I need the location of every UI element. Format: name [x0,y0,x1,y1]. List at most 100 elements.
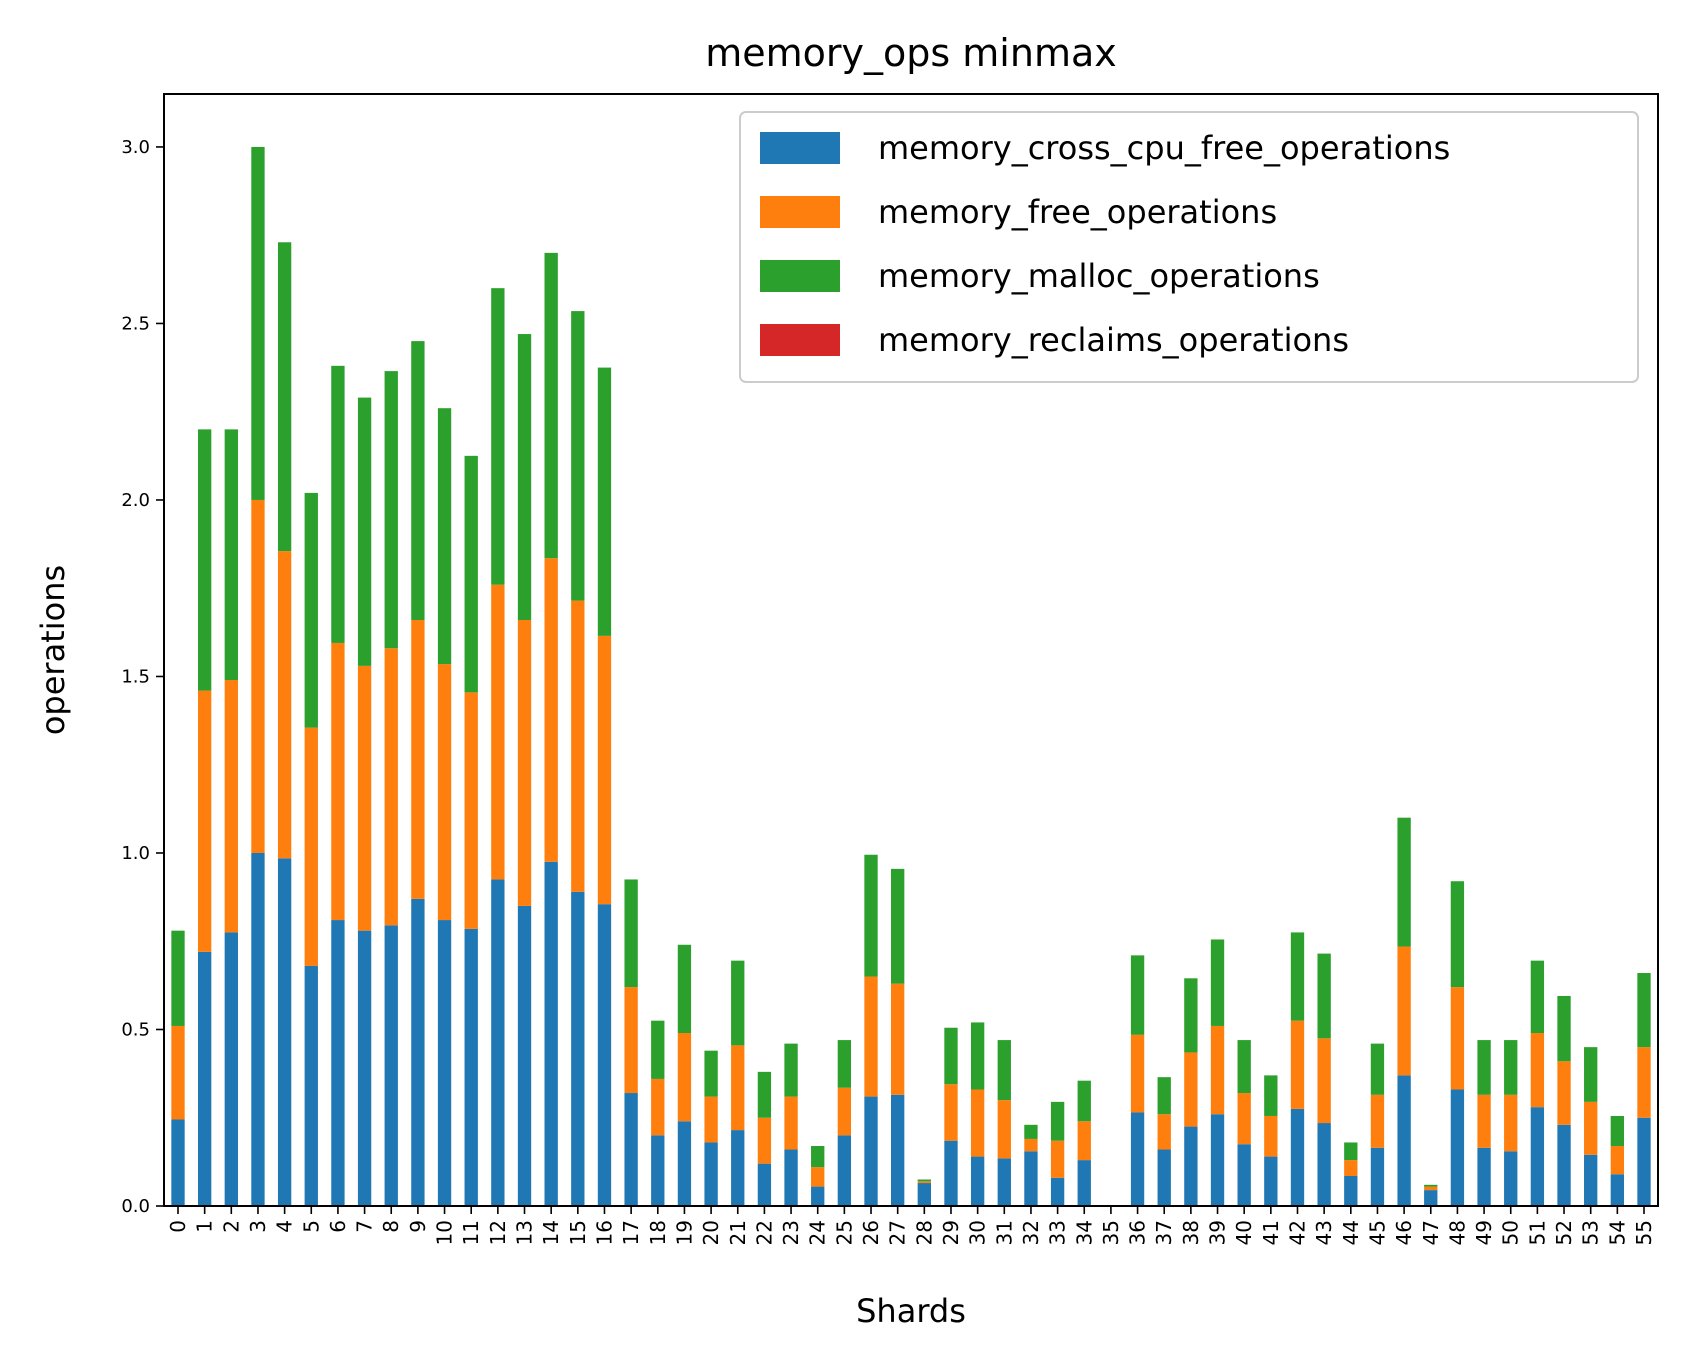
bar-memory_malloc_operations-shard-9 [411,341,425,620]
bar-memory_cross_cpu_free_operations-shard-40 [1237,1144,1251,1206]
bar-memory_cross_cpu_free_operations-shard-49 [1477,1147,1491,1206]
bar-memory_free_operations-shard-46 [1397,946,1411,1076]
x-tick-label: 21 [726,1220,750,1245]
x-tick-label: 53 [1579,1220,1603,1245]
x-tick-label: 25 [832,1220,856,1245]
bar-memory_malloc_operations-shard-42 [1290,932,1305,1021]
bar-memory_free_operations-shard-37 [1157,1114,1171,1150]
x-tick-label: 10 [433,1220,457,1245]
x-tick-label: 44 [1339,1220,1363,1245]
bar-memory_malloc_operations-shard-7 [357,397,372,666]
y-axis: 0.0 0.5 1.0 1.5 2.0 2.5 3.0 [121,137,164,1217]
x-tick-label: 55 [1632,1220,1656,1245]
bar-memory_malloc_operations-shard-27 [891,868,905,984]
bar-memory_free_operations-shard-21 [731,1045,745,1131]
x-tick-label: 4 [273,1220,297,1233]
bar-memory_cross_cpu_free_operations-shard-41 [1264,1156,1278,1206]
bar-memory_malloc_operations-shard-38 [1184,978,1198,1053]
bar-memory_free_operations-shard-50 [1504,1094,1518,1152]
x-tick-label: 45 [1365,1220,1389,1245]
bar-memory_cross_cpu_free_operations-shard-38 [1184,1126,1198,1206]
bar-memory_cross_cpu_free_operations-shard-34 [1077,1160,1091,1206]
x-tick-label: 39 [1206,1220,1230,1245]
x-tick-label: 22 [752,1220,776,1245]
x-tick-label: 16 [592,1220,616,1245]
bar-memory_free_operations-shard-39 [1210,1025,1225,1115]
x-tick-label: 6 [326,1220,350,1233]
legend: memory_cross_cpu_free_operations memory_f… [739,111,1639,383]
bar-memory_cross_cpu_free_operations-shard-9 [411,898,425,1206]
x-tick-label: 29 [939,1220,963,1245]
bar-memory_malloc_operations-shard-11 [464,455,478,693]
bar-memory_free_operations-shard-36 [1130,1034,1145,1113]
bar-memory_malloc_operations-shard-40 [1237,1040,1251,1094]
x-tick-label: 41 [1259,1220,1283,1245]
bar-memory_cross_cpu_free_operations-shard-33 [1050,1177,1065,1206]
bar-memory_cross_cpu_free_operations-shard-27 [891,1094,905,1206]
legend-label-memory_free_operations: memory_free_operations [878,193,1277,231]
bar-memory_free_operations-shard-24 [811,1167,825,1187]
bar-memory_cross_cpu_free_operations-shard-17 [624,1093,638,1206]
bar-memory_malloc_operations-shard-32 [1024,1124,1038,1139]
plot-frame [163,93,1659,1207]
x-tick-label: 19 [672,1220,696,1245]
bar-memory_malloc_operations-shard-1 [197,429,212,691]
bar-memory_malloc_operations-shard-48 [1450,881,1465,988]
bar-memory_free_operations-shard-5 [304,727,318,966]
bar-memory_malloc_operations-shard-4 [277,242,292,552]
bar-memory_cross_cpu_free_operations-shard-47 [1424,1190,1438,1206]
bar-memory_free_operations-shard-51 [1530,1033,1545,1108]
bar-memory_malloc_operations-shard-43 [1317,953,1331,1039]
bar-memory_free_operations-shard-49 [1477,1094,1491,1148]
legend-label-memory_malloc_operations: memory_malloc_operations [878,257,1320,295]
bar-memory_cross_cpu_free_operations-shard-18 [651,1135,665,1206]
bar-memory_cross_cpu_free_operations-shard-55 [1637,1117,1651,1206]
bar-memory_cross_cpu_free_operations-shard-37 [1157,1149,1171,1206]
bar-memory_malloc_operations-shard-55 [1637,973,1651,1048]
x-tick-label: 30 [966,1220,990,1245]
bar-memory_free_operations-shard-17 [624,987,638,1094]
bar-memory_free_operations-shard-20 [704,1096,718,1143]
bar-memory_cross_cpu_free_operations-shard-30 [970,1156,985,1206]
y-tick-label: 2.5 [121,313,150,334]
x-tick-label: 35 [1099,1220,1123,1245]
x-tick-label: 54 [1605,1220,1629,1245]
x-tick-label: 23 [779,1220,803,1245]
bar-memory_free_operations-shard-42 [1290,1020,1305,1109]
bar-memory_malloc_operations-shard-17 [624,879,638,988]
bar-memory_malloc_operations-shard-25 [837,1040,852,1088]
legend-swatch-memory_free_operations [760,196,840,228]
bar-memory_free_operations-shard-31 [997,1100,1011,1159]
bar-memory_cross_cpu_free_operations-shard-6 [331,920,345,1206]
bar-memory_free_operations-shard-1 [197,690,212,952]
y-tick-label: 0.5 [121,1019,150,1040]
bar-memory_cross_cpu_free_operations-shard-32 [1024,1151,1038,1206]
bar-memory_free_operations-shard-0 [171,1025,185,1120]
bar-memory_cross_cpu_free_operations-shard-20 [704,1142,718,1206]
x-tick-label: 24 [806,1220,830,1245]
bar-memory_malloc_operations-shard-15 [571,311,585,601]
bar-memory_cross_cpu_free_operations-shard-10 [437,920,452,1206]
bar-memory_free_operations-shard-43 [1317,1038,1331,1124]
bar-memory_free_operations-shard-53 [1584,1101,1598,1155]
y-axis-label: operations [34,565,72,735]
bar-memory_malloc_operations-shard-47 [1424,1184,1438,1187]
bar-memory_free_operations-shard-38 [1184,1052,1198,1127]
bar-memory_cross_cpu_free_operations-shard-36 [1130,1112,1145,1206]
x-tick-label: 40 [1232,1220,1256,1245]
bar-memory_free_operations-shard-22 [757,1117,772,1164]
bar-memory_malloc_operations-shard-18 [651,1020,665,1079]
bar-memory_cross_cpu_free_operations-shard-14 [544,861,558,1206]
x-tick-label: 47 [1419,1220,1443,1245]
bar-memory_malloc_operations-shard-3 [251,146,265,500]
legend-swatch-memory_reclaims_operations [760,324,840,356]
bar-memory_free_operations-shard-27 [891,983,905,1095]
bar-memory_cross_cpu_free_operations-shard-13 [517,905,532,1206]
legend-label-memory_cross_cpu_free_operations: memory_cross_cpu_free_operations [878,129,1450,167]
bar-memory_malloc_operations-shard-5 [304,492,318,728]
bar-memory_cross_cpu_free_operations-shard-15 [571,891,585,1206]
bar-memory_free_operations-shard-13 [517,619,532,906]
bar-memory_malloc_operations-shard-39 [1210,939,1225,1026]
bar-memory_cross_cpu_free_operations-shard-11 [464,928,478,1206]
